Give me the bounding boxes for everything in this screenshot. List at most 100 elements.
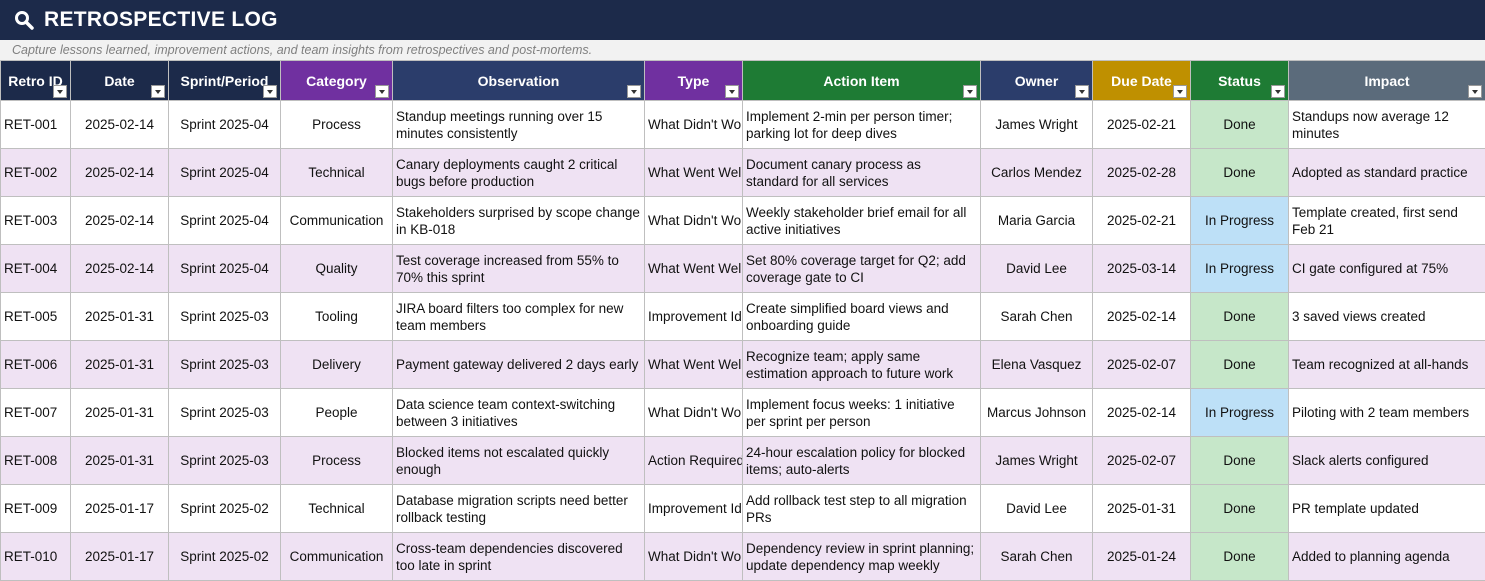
category-cell: People — [280, 388, 393, 437]
action-item-cell: Document canary process as standard for … — [742, 148, 981, 197]
header-text: Owner — [1014, 72, 1059, 89]
action-item-cell: Dependency review in sprint planning; up… — [742, 532, 981, 581]
status-cell: Done — [1190, 484, 1289, 533]
impact-cell: Adopted as standard practice — [1288, 148, 1485, 197]
owner-cell: Carlos Mendez — [980, 148, 1093, 197]
sprint-cell: Sprint 2025-03 — [168, 340, 281, 389]
retro-table: Retro ID Date Sprint/Period Category Observa… — [0, 60, 1485, 581]
action-item-cell: Set 80% coverage target for Q2; add cove… — [742, 244, 981, 293]
observation-cell: Canary deployments caught 2 critical bug… — [392, 148, 645, 197]
status-cell: In Progress — [1190, 196, 1289, 245]
due-date-cell: 2025-02-14 — [1092, 292, 1191, 341]
status-cell: In Progress — [1190, 244, 1289, 293]
filter-button[interactable] — [375, 85, 389, 98]
status-cell: Done — [1190, 436, 1289, 485]
impact-cell: Template created, first send Feb 21 — [1288, 196, 1485, 245]
header-text: Type — [677, 72, 710, 89]
table-row: RET-005 2025-01-31 Sprint 2025-03 Tooling JI… — [0, 292, 1485, 341]
impact-cell: Piloting with 2 team members — [1288, 388, 1485, 437]
filter-button[interactable] — [1468, 85, 1482, 98]
column-header: Action Item — [742, 60, 981, 101]
category-cell: Technical — [280, 484, 393, 533]
observation-cell: Cross-team dependencies discovered too l… — [392, 532, 645, 581]
filter-button[interactable] — [1271, 85, 1285, 98]
impact-cell: 3 saved views created — [1288, 292, 1485, 341]
retro-id-cell: RET-009 — [0, 484, 71, 533]
column-header: Impact — [1288, 60, 1485, 101]
observation-cell: Database migration scripts need better r… — [392, 484, 645, 533]
due-date-cell: 2025-02-21 — [1092, 100, 1191, 149]
retro-id-cell: RET-007 — [0, 388, 71, 437]
filter-button[interactable] — [725, 85, 739, 98]
title: RETROSPECTIVE LOG — [44, 8, 278, 31]
header-text: Category — [306, 72, 367, 89]
retro-id-cell: RET-010 — [0, 532, 71, 581]
category-cell: Quality — [280, 244, 393, 293]
category-cell: Communication — [280, 532, 393, 581]
observation-cell: Blocked items not escalated quickly enou… — [392, 436, 645, 485]
action-item-cell: Create simplified board views and onboar… — [742, 292, 981, 341]
retro-id-cell: RET-002 — [0, 148, 71, 197]
sprint-cell: Sprint 2025-04 — [168, 196, 281, 245]
header-text: Due Date — [1111, 72, 1172, 89]
filter-button[interactable] — [1075, 85, 1089, 98]
table-row: RET-006 2025-01-31 Sprint 2025-03 Delivery P… — [0, 340, 1485, 389]
table-row: RET-002 2025-02-14 Sprint 2025-04 Technical… — [0, 148, 1485, 197]
owner-cell: James Wright — [980, 436, 1093, 485]
action-item-cell: Recognize team; apply same estimation ap… — [742, 340, 981, 389]
status-cell: Done — [1190, 532, 1289, 581]
type-cell: Improvement Idea — [644, 292, 743, 341]
filter-button[interactable] — [151, 85, 165, 98]
column-header: Due Date — [1092, 60, 1191, 101]
date-cell: 2025-01-17 — [70, 484, 169, 533]
type-cell: Improvement Idea — [644, 484, 743, 533]
type-cell: What Went Well — [644, 340, 743, 389]
filter-button[interactable] — [53, 85, 67, 98]
due-date-cell: 2025-03-14 — [1092, 244, 1191, 293]
owner-cell: Elena Vasquez — [980, 340, 1093, 389]
sprint-cell: Sprint 2025-03 — [168, 292, 281, 341]
header-text: Action Item — [823, 72, 900, 89]
sprint-cell: Sprint 2025-04 — [168, 244, 281, 293]
type-cell: Action Required — [644, 436, 743, 485]
column-header: Retro ID — [0, 60, 71, 101]
retro-id-cell: RET-008 — [0, 436, 71, 485]
action-item-cell: Weekly stakeholder brief email for all a… — [742, 196, 981, 245]
header-text: Impact — [1364, 72, 1410, 89]
header-text: Retro ID — [8, 72, 63, 89]
observation-cell: Stakeholders surprised by scope change i… — [392, 196, 645, 245]
table-row: RET-001 2025-02-14 Sprint 2025-04 Process St… — [0, 100, 1485, 149]
observation-cell: Test coverage increased from 55% to 70% … — [392, 244, 645, 293]
title-bar: RETROSPECTIVE LOG — [0, 0, 1485, 40]
filter-button[interactable] — [263, 85, 277, 98]
date-cell: 2025-01-31 — [70, 436, 169, 485]
observation-cell: JIRA board filters too complex for new t… — [392, 292, 645, 341]
owner-cell: James Wright — [980, 100, 1093, 149]
retro-id-cell: RET-001 — [0, 100, 71, 149]
status-cell: Done — [1190, 100, 1289, 149]
search-icon — [15, 11, 34, 30]
date-cell: 2025-02-14 — [70, 148, 169, 197]
type-cell: What Didn't Work — [644, 100, 743, 149]
impact-cell: CI gate configured at 75% — [1288, 244, 1485, 293]
observation-cell: Data science team context-switching betw… — [392, 388, 645, 437]
header-row: Retro ID Date Sprint/Period Category Observa… — [0, 60, 1485, 101]
type-cell: What Went Well — [644, 148, 743, 197]
filter-button[interactable] — [963, 85, 977, 98]
table-row: RET-007 2025-01-31 Sprint 2025-03 People Dat… — [0, 388, 1485, 437]
action-item-cell: Add rollback test step to all migration … — [742, 484, 981, 533]
filter-button[interactable] — [1173, 85, 1187, 98]
column-header: Category — [280, 60, 393, 101]
observation-cell: Standup meetings running over 15 minutes… — [392, 100, 645, 149]
filter-button[interactable] — [627, 85, 641, 98]
sprint-cell: Sprint 2025-02 — [168, 484, 281, 533]
column-header: Observation — [392, 60, 645, 101]
type-cell: What Didn't Work — [644, 196, 743, 245]
date-cell: 2025-02-14 — [70, 196, 169, 245]
column-header: Date — [70, 60, 169, 101]
status-cell: Done — [1190, 148, 1289, 197]
table-body: RET-001 2025-02-14 Sprint 2025-04 Process St… — [0, 100, 1485, 581]
column-header: Sprint/Period — [168, 60, 281, 101]
column-header: Type — [644, 60, 743, 101]
